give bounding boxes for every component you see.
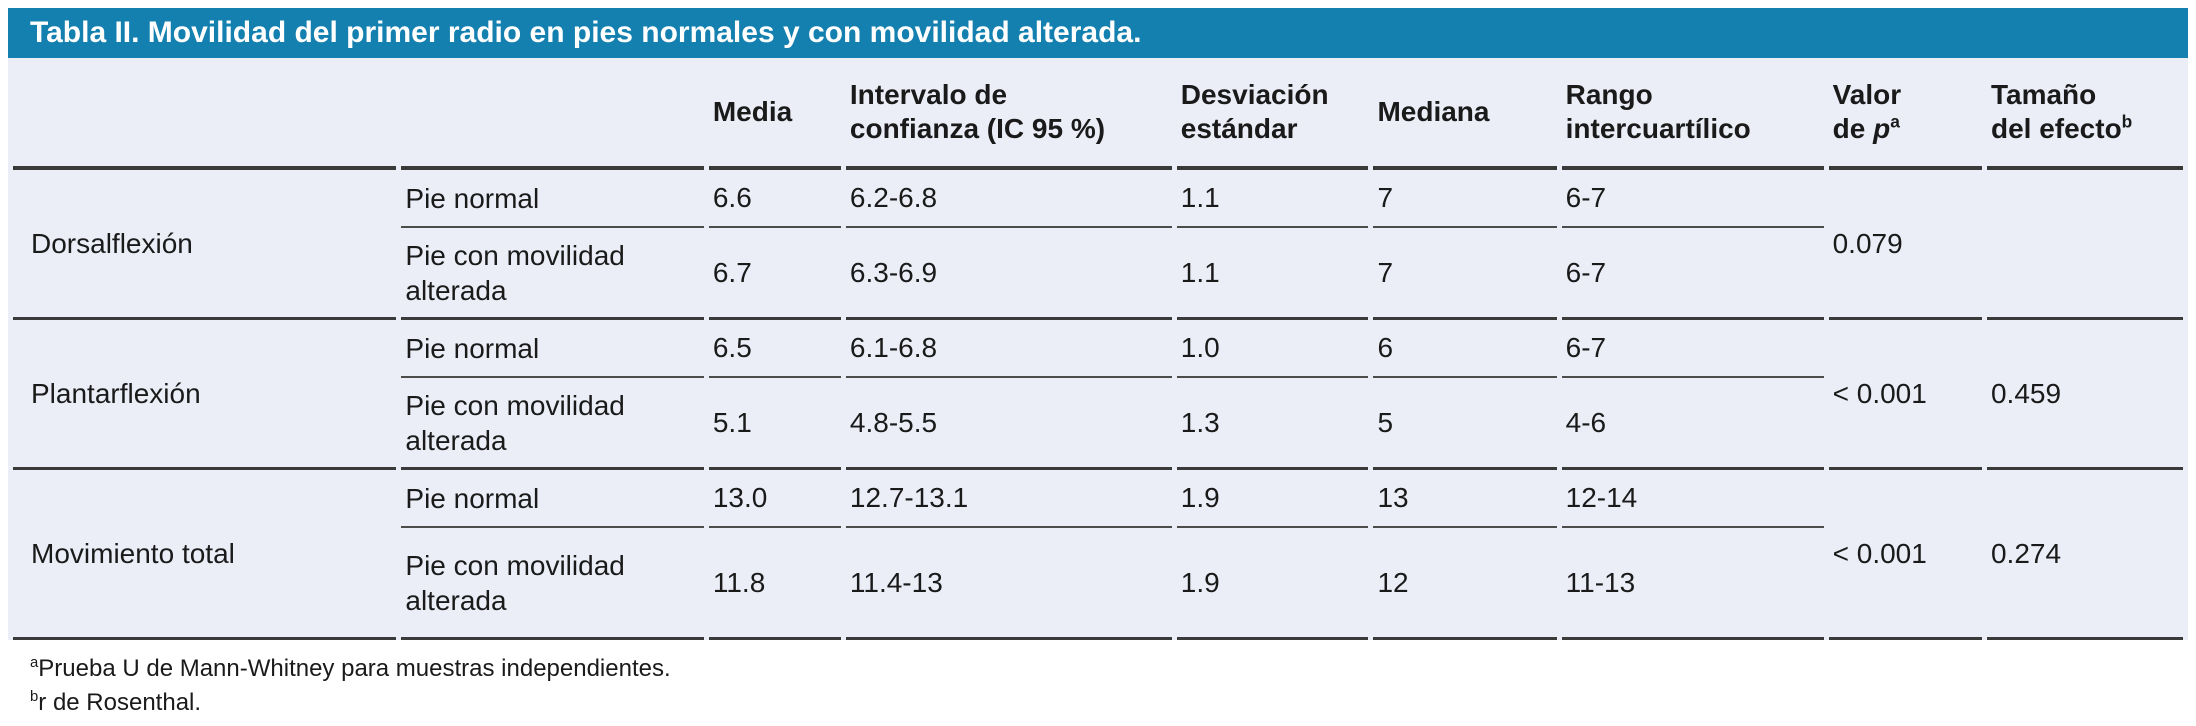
cell-media: 6.7 bbox=[708, 228, 841, 320]
header-line: intercuartílico bbox=[1565, 113, 1751, 144]
header-line: Media bbox=[712, 96, 793, 128]
cell-mediana: 5 bbox=[1373, 378, 1557, 470]
row-label-cell: Pie normal bbox=[401, 170, 704, 228]
table-row: Pie con movilidad alterada 11.8 11.4-13 … bbox=[13, 528, 2183, 640]
table-row: Pie con movilidad alterada 5.1 4.8-5.5 1… bbox=[13, 378, 2183, 470]
cell-desviacion-estandar: 1.1 bbox=[1176, 228, 1369, 320]
header-line: confianza (IC 95 %) bbox=[849, 113, 1106, 144]
cell-effect-size: 0.274 bbox=[1986, 470, 2183, 640]
row-label-cell: Pie con movilidad alterada bbox=[401, 528, 704, 640]
superscript-a: a bbox=[1890, 111, 1900, 132]
p-symbol: p bbox=[1873, 113, 1891, 144]
cell-intervalo-confianza: 6.3-6.9 bbox=[845, 228, 1172, 320]
cell-desviacion-estandar: 1.9 bbox=[1176, 470, 1369, 528]
cell-media: 6.5 bbox=[708, 320, 841, 378]
cell-media: 5.1 bbox=[708, 378, 841, 470]
cell-desviacion-estandar: 1.1 bbox=[1176, 170, 1369, 228]
header-line: Desviación bbox=[1180, 79, 1329, 111]
header-line: estándar bbox=[1180, 113, 1298, 144]
header-line: Intervalo de bbox=[849, 79, 1008, 111]
row-label-cell: Pie con movilidad alterada bbox=[401, 378, 704, 470]
table-row: Pie con movilidad alterada 6.7 6.3-6.9 1… bbox=[13, 228, 2183, 320]
superscript-b: b bbox=[2121, 111, 2133, 132]
header-line: Mediana bbox=[1377, 96, 1490, 128]
row-label-cell: Pie normal bbox=[401, 320, 704, 378]
cell-intervalo-confianza: 11.4-13 bbox=[845, 528, 1172, 640]
cell-rango-intercuartilico: 11-13 bbox=[1561, 528, 1824, 640]
superscript-a: a bbox=[30, 655, 39, 671]
table-row: Plantarflexión Pie normal 6.5 6.1-6.8 1.… bbox=[13, 320, 2183, 470]
cell-mediana: 7 bbox=[1373, 228, 1557, 320]
cell-intervalo-confianza: 4.8-5.5 bbox=[845, 378, 1172, 470]
table-title-bar: Tabla II. Movilidad del primer radio en … bbox=[8, 8, 2188, 58]
cell-p-value: 0.079 bbox=[1828, 170, 1982, 320]
cell-p-value: < 0.001 bbox=[1828, 470, 1982, 640]
col-header-valor-p: Valor de pa bbox=[1828, 58, 1982, 170]
cell-intervalo-confianza: 6.1-6.8 bbox=[845, 320, 1172, 378]
col-header-rango-intercuartilico: Rango intercuartílico bbox=[1561, 58, 1824, 170]
cell-mediana: 7 bbox=[1373, 170, 1557, 228]
header-line: Valor bbox=[1832, 79, 1902, 111]
cell-media: 11.8 bbox=[708, 528, 841, 640]
col-header-desviacion-estandar: Desviación estándar bbox=[1176, 58, 1369, 170]
cell-rango-intercuartilico: 12-14 bbox=[1561, 470, 1824, 528]
table-title: Tabla II. Movilidad del primer radio en … bbox=[30, 16, 1142, 49]
group-name-cell: Movimiento total bbox=[13, 470, 397, 640]
cell-effect-size bbox=[1986, 170, 2183, 320]
cell-rango-intercuartilico: 6-7 bbox=[1561, 170, 1824, 228]
col-header-tamano-efecto: Tamaño del efectob bbox=[1986, 58, 2183, 170]
stats-table: Media Intervalo de confianza (IC 95 %) D… bbox=[8, 58, 2188, 640]
row-label-cell: Pie normal bbox=[401, 470, 704, 528]
table-row: Dorsalflexión Pie normal 6.6 6.2-6.8 1.1… bbox=[13, 170, 2183, 320]
footnote-a: aPrueba U de Mann-Whitney para muestras … bbox=[30, 652, 2188, 686]
col-header-grupo-empty bbox=[13, 58, 397, 170]
footnotes: aPrueba U de Mann-Whitney para muestras … bbox=[8, 640, 2188, 720]
cell-media: 13.0 bbox=[708, 470, 841, 528]
header-text: del efecto bbox=[1990, 113, 2122, 144]
col-header-pie-empty bbox=[401, 58, 704, 170]
cell-mediana: 12 bbox=[1373, 528, 1557, 640]
cell-media: 6.6 bbox=[708, 170, 841, 228]
footnote-text: r de Rosenthal. bbox=[38, 688, 202, 716]
cell-mediana: 13 bbox=[1373, 470, 1557, 528]
header-line: Tamaño bbox=[1990, 79, 2097, 111]
col-header-intervalo-confianza: Intervalo de confianza (IC 95 %) bbox=[845, 58, 1172, 170]
superscript-b: b bbox=[30, 688, 39, 705]
cell-rango-intercuartilico: 6-7 bbox=[1561, 228, 1824, 320]
cell-p-value: < 0.001 bbox=[1828, 320, 1982, 470]
cell-rango-intercuartilico: 4-6 bbox=[1561, 378, 1824, 470]
cell-mediana: 6 bbox=[1373, 320, 1557, 378]
col-header-media: Media bbox=[708, 58, 841, 170]
cell-desviacion-estandar: 1.3 bbox=[1176, 378, 1369, 470]
header-row: Media Intervalo de confianza (IC 95 %) D… bbox=[13, 58, 2183, 170]
cell-desviacion-estandar: 1.0 bbox=[1176, 320, 1369, 378]
col-header-mediana: Mediana bbox=[1373, 58, 1557, 170]
footnote-text: Prueba U de Mann-Whitney para muestras i… bbox=[38, 655, 671, 682]
footnote-b: br de Rosenthal. bbox=[30, 686, 2188, 720]
table-row: Movimiento total Pie normal 13.0 12.7-13… bbox=[13, 470, 2183, 640]
cell-rango-intercuartilico: 6-7 bbox=[1561, 320, 1824, 378]
cell-effect-size: 0.459 bbox=[1986, 320, 2183, 470]
header-line: del efectob bbox=[1991, 112, 2179, 146]
cell-intervalo-confianza: 6.2-6.8 bbox=[845, 170, 1172, 228]
cell-desviacion-estandar: 1.9 bbox=[1176, 528, 1369, 640]
header-text: de bbox=[1832, 113, 1874, 144]
group-name-cell: Dorsalflexión bbox=[13, 170, 397, 320]
group-name-cell: Plantarflexión bbox=[13, 320, 397, 470]
cell-intervalo-confianza: 12.7-13.1 bbox=[845, 470, 1172, 528]
row-label-cell: Pie con movilidad alterada bbox=[401, 228, 704, 320]
header-line: de pa bbox=[1833, 112, 1978, 146]
header-line: Rango bbox=[1565, 79, 1653, 111]
